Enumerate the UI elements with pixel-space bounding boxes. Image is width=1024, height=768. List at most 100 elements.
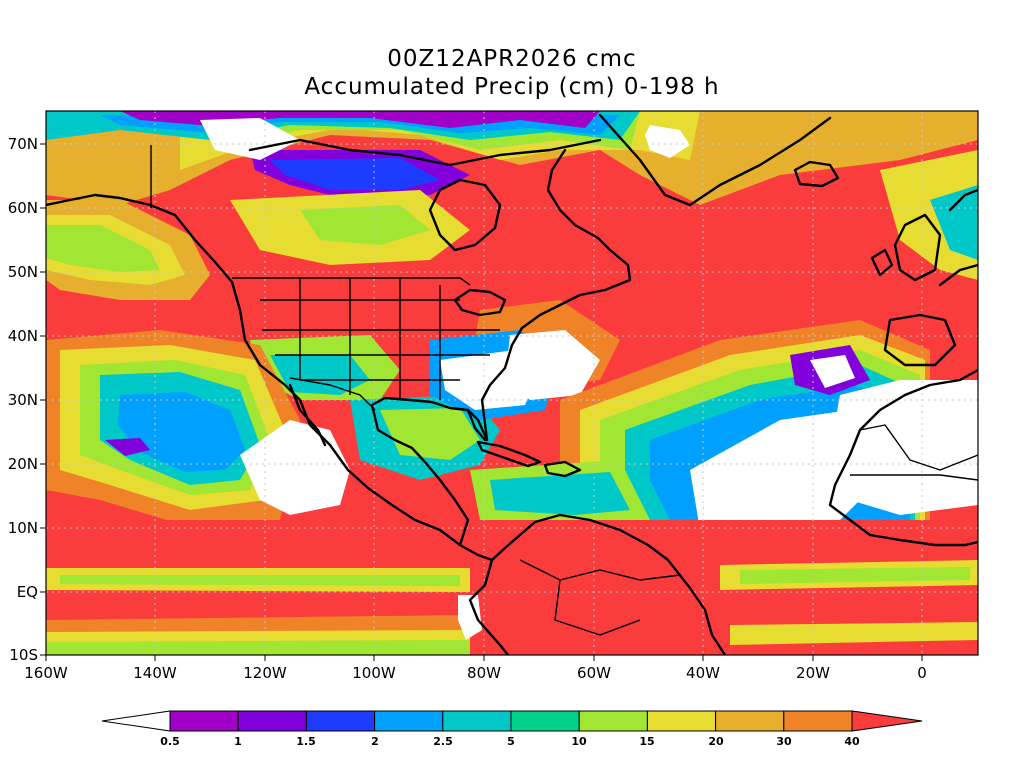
field-arctic-blue-2 (270, 158, 440, 190)
colorbar-label: 2.5 (433, 735, 453, 748)
colorbar-box (169, 710, 239, 732)
chart-subtitle: Accumulated Precip (cm) 0-198 h (304, 74, 720, 100)
field-sepac-green (46, 640, 470, 655)
border-africa-1 (859, 424, 978, 471)
field-gulf-green (380, 408, 480, 460)
coast-cuba (476, 440, 542, 468)
field-itcz (46, 520, 978, 568)
field-carib-teal (490, 472, 630, 515)
field-plains-teal (270, 355, 370, 395)
lat-label-eq: EQ (17, 583, 38, 601)
lat-label-30n: 30N (8, 391, 38, 409)
field-pacific-green (46, 225, 160, 272)
coast-iceland (793, 160, 840, 188)
field-subpac-purple (105, 438, 150, 456)
coast-iberia (883, 313, 957, 367)
coast-alaska (46, 193, 234, 284)
lon-label-80w: 80W (467, 664, 501, 682)
lon-labels: 160W 140W 120W 100W 80W 60W 40W 20W 0 (24, 664, 927, 682)
border-us-mexico (289, 377, 376, 411)
coast-hudson-bay (428, 178, 502, 252)
field-atlantic-white (505, 330, 600, 400)
tick-marks (40, 143, 923, 661)
field-canada-white (200, 118, 300, 160)
lat-label-10s: 10S (9, 646, 38, 664)
field-arctic-purple (120, 111, 600, 128)
chart-title: 00Z12APR2026 cmc (387, 46, 637, 72)
border-us-canada (232, 277, 471, 286)
coast-europe (938, 263, 978, 287)
field-interior-green (300, 205, 430, 245)
lon-label-40w: 40W (686, 664, 720, 682)
colorbar-label: 5 (507, 735, 515, 748)
colorbar-box (578, 710, 648, 732)
coast-south-america-west (468, 558, 510, 655)
field-eq-atlantic-green (740, 567, 970, 584)
field-subpac-white (240, 420, 350, 515)
colorbar-box (646, 710, 717, 732)
coast-greenland (598, 113, 832, 207)
coast-scandinavia (948, 188, 978, 212)
lon-label-140w: 140W (133, 664, 177, 682)
colorbar-box (374, 710, 444, 732)
lat-labels: 70N 60N 50N 40N 30N 20N 10N EQ 10S (8, 135, 38, 664)
coast-uk (893, 213, 942, 282)
precip-field (46, 111, 978, 655)
field-greenland-white (645, 125, 690, 158)
colorbar-box (305, 710, 376, 732)
coast-baja (288, 383, 327, 447)
plot-frame (45, 110, 979, 656)
lon-label-0: 0 (917, 664, 927, 682)
coast-florida (466, 326, 524, 442)
colorbar-boxes (169, 710, 853, 732)
lat-label-50n: 50N (8, 263, 38, 281)
coast-ireland (870, 248, 894, 277)
lat-label-10n: 10N (8, 519, 38, 537)
colorbar-label: 40 (844, 735, 860, 748)
lon-label-20w: 20W (796, 664, 830, 682)
border-africa-2 (850, 474, 978, 481)
lon-label-160w: 160W (24, 664, 68, 682)
lat-label-70n: 70N (8, 135, 38, 153)
gridlines (46, 111, 978, 655)
coast-us-east (520, 148, 632, 330)
colorbar-below-triangle (101, 710, 171, 732)
coast-gulf (370, 396, 487, 547)
coast-hispaniola (543, 460, 582, 478)
lon-label-60w: 60W (577, 664, 611, 682)
lon-label-100w: 100W (352, 664, 396, 682)
coast-africa-west (828, 368, 978, 547)
colorbar-label: 0.5 (160, 735, 180, 748)
field-scandinavia-teal (930, 185, 978, 260)
colorbar-label: 30 (776, 735, 792, 748)
colorbar-box (783, 710, 853, 732)
lat-label-40n: 40N (8, 327, 38, 345)
lon-label-120w: 120W (243, 664, 287, 682)
field-satl-yellow (730, 622, 978, 645)
colorbar-labels: 0.5 1 1.5 2 2.5 5 10 15 20 30 40 (160, 735, 860, 748)
colorbar-box (715, 710, 785, 732)
field-subpac-blue (118, 392, 245, 472)
colorbar-label: 1 (234, 735, 242, 748)
field-azores-white (810, 355, 855, 388)
coastlines (46, 113, 978, 655)
colorbar-box (442, 710, 512, 732)
colorbar-above-triangle (851, 710, 923, 732)
border-sa-1 (519, 559, 681, 581)
colorbar-label: 10 (571, 735, 587, 748)
coast-central-america (458, 513, 727, 655)
field-sahara-white (830, 380, 978, 515)
coast-great-lakes (453, 288, 507, 317)
border-sa-2 (554, 579, 641, 636)
colorbar-label: 20 (708, 735, 724, 748)
coast-arctic-islands (248, 138, 602, 167)
field-eq-green (60, 575, 460, 586)
colorbar-label: 15 (639, 735, 654, 748)
colorbar-box (237, 710, 307, 732)
colorbar-box (510, 710, 580, 732)
colorbar: 0.5 1 1.5 2 2.5 5 10 15 20 30 40 (101, 710, 923, 748)
lat-label-20n: 20N (8, 455, 38, 473)
lat-label-60n: 60N (8, 199, 38, 217)
colorbar-label: 1.5 (296, 735, 316, 748)
